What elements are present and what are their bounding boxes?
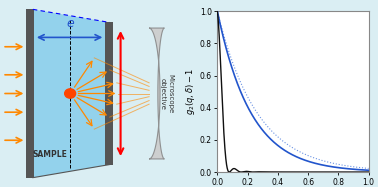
Text: SAMPLE: SAMPLE: [33, 150, 68, 159]
Bar: [105, 22, 113, 165]
Y-axis label: $g_2(q, \delta) - 1$: $g_2(q, \delta) - 1$: [184, 68, 197, 115]
Polygon shape: [149, 28, 164, 159]
Text: e: e: [66, 17, 74, 30]
Text: Microscope
objective: Microscope objective: [160, 74, 173, 113]
Circle shape: [65, 89, 76, 98]
Polygon shape: [33, 9, 110, 178]
Bar: [26, 9, 34, 178]
